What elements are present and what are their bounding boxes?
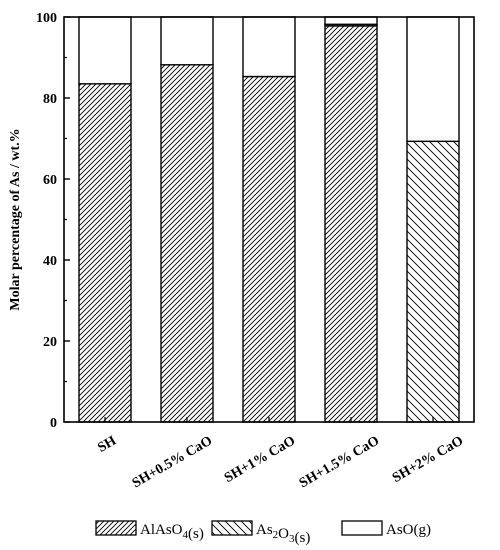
y-tick-label: 40: [43, 254, 57, 269]
legend-label: As2O3(s): [256, 522, 310, 546]
legend-item-3: AsO(g): [341, 520, 431, 538]
bar-segment-2-cat-5: [406, 140, 460, 423]
y-tick-label: 80: [43, 92, 57, 107]
bar-segment-1-cat-2: [160, 64, 214, 423]
bar-segment-3-cat-3: [242, 16, 296, 78]
bar-segment-3-cat-1: [78, 16, 132, 85]
bar-segment-3-cat-5: [406, 16, 460, 143]
y-tick-label: 0: [50, 416, 57, 431]
x-category-label: SH+0.5% CaO: [130, 433, 215, 491]
legend-label: AlAsO4(s): [140, 522, 204, 542]
legend-swatch: [95, 520, 137, 536]
x-category-label: SH+1% CaO: [222, 433, 298, 486]
legend-swatch: [341, 520, 383, 536]
legend: AlAsO4(s) As2O3(s) AsO(g): [95, 520, 431, 546]
bar-segment-3-cat-2: [160, 16, 214, 66]
x-category-label: SH+2% CaO: [390, 433, 466, 486]
x-category-label: SH: [95, 433, 119, 455]
x-category-label: SH+1.5% CaO: [297, 433, 382, 491]
y-tick-label: 20: [43, 335, 57, 350]
legend-label: AsO(g): [386, 522, 431, 538]
y-axis-title: Molar percentage of As / wt.%: [8, 128, 23, 310]
plot-area: 0 20 40 60 80 100 SH SH+0.5% CaO SH+1% CaOSH+1.5…: [8, 11, 475, 491]
legend-item-2: As2O3(s): [211, 520, 310, 546]
y-tick-label: 100: [36, 11, 57, 26]
legend-item-1: AlAsO4(s): [95, 520, 204, 542]
y-tick-label: 60: [43, 173, 57, 188]
bar-segment-3-cat-4: [324, 16, 378, 25]
bar-segment-1-cat-4: [324, 25, 378, 423]
legend-swatch: [211, 520, 253, 536]
bar-segment-1-cat-3: [242, 75, 296, 423]
bar-segment-1-cat-1: [78, 83, 132, 423]
